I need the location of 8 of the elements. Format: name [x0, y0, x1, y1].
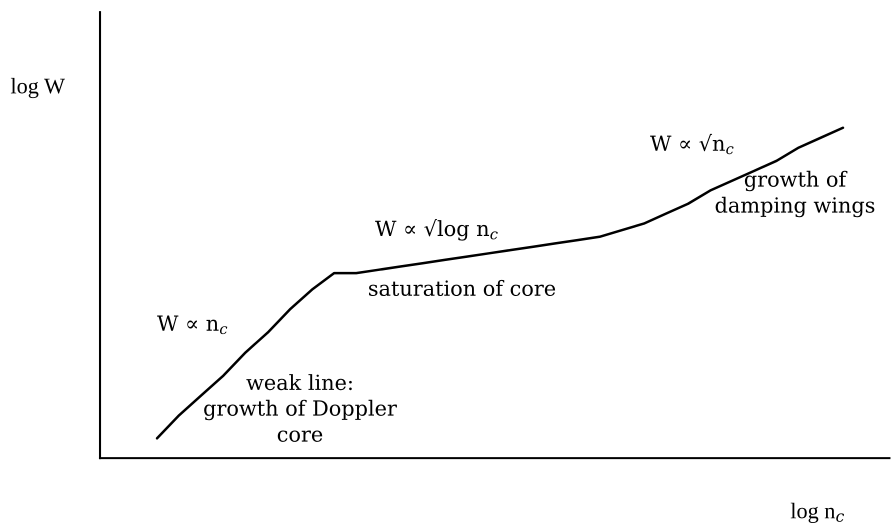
annotation: W ∝ n$_{c}$: [157, 316, 228, 334]
annotation: saturation of core: [369, 280, 556, 296]
annotation: W ∝ √n$_{c}$: [650, 134, 734, 154]
annotation: growth of damping wings: [716, 170, 874, 218]
y-axis-title: log W: [10, 78, 65, 98]
annotation: weak line: growth of Doppler core: [204, 374, 397, 442]
x-axis-title: log n$_{c}$: [790, 502, 844, 523]
annotation: W ∝ √log n$_{c}$: [375, 219, 498, 241]
